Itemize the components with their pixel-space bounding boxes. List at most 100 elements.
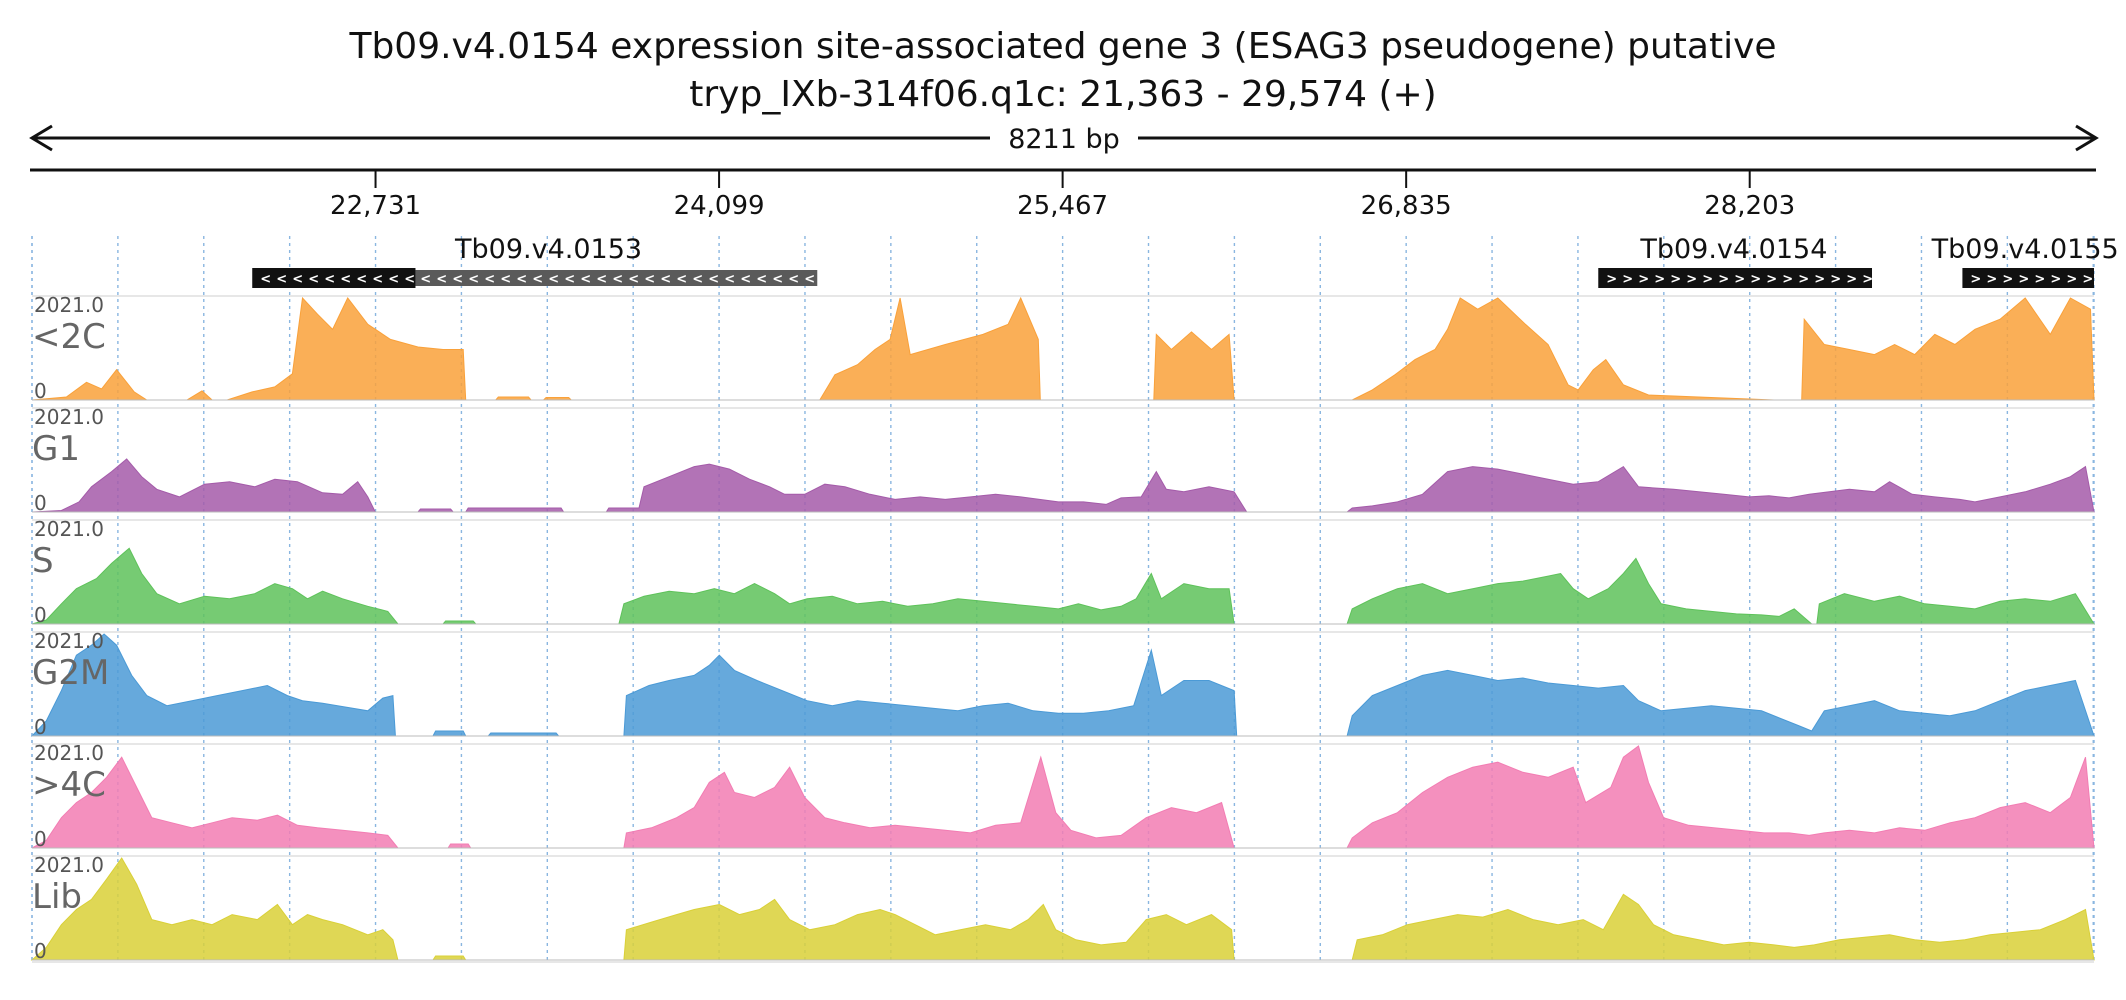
strand-arrow: < <box>596 272 607 287</box>
strand-arrow: > <box>1830 272 1841 287</box>
strand-arrow: < <box>644 272 655 287</box>
strand-arrow: > <box>1718 272 1729 287</box>
gene-Tb09.v4.0153: < < < < < < < < < < < < < < < < < < < < < < < < < < < < < < < < < < <Tb09.… <box>252 234 818 288</box>
gene-body <box>1962 268 2094 288</box>
track-G1: 2021.0 0 G1 <box>31 405 2095 515</box>
strand-arrow: < <box>356 272 367 287</box>
strand-arrow: > <box>1846 272 1857 287</box>
strand-arrow: < <box>612 272 623 287</box>
gene-label: Tb09.v4.0155 <box>1931 234 2119 265</box>
track-zero-label: 0 <box>34 827 47 851</box>
strand-arrow: < <box>708 272 719 287</box>
track-name-label: Lib <box>32 877 82 917</box>
strand-arrow: > <box>1702 272 1713 287</box>
span-indicator: 8211 bp <box>29 124 2099 155</box>
track-zero-label: 0 <box>34 379 47 403</box>
strand-arrow: > <box>2002 272 2013 287</box>
strand-arrow: < <box>724 272 735 287</box>
track-zero-label: 0 <box>34 939 47 963</box>
track-ymax-label: 2021.0 <box>34 853 104 877</box>
track-Lib: 2021.0 0 Lib <box>30 853 2095 963</box>
strand-arrow: > <box>1734 272 1745 287</box>
strand-arrow: > <box>1970 272 1981 287</box>
strand-arrow: < <box>548 272 559 287</box>
coverage-area <box>30 633 2095 737</box>
coverage-area <box>30 857 2095 961</box>
strand-arrow: < <box>500 272 511 287</box>
gene-Tb09.v4.0155: > > > > > > > > Tb09.v4.0155 <box>1931 234 2119 288</box>
strand-arrow: > <box>1798 272 1809 287</box>
strand-arrow: < <box>740 272 751 287</box>
strand-arrow: < <box>452 272 463 287</box>
track-zero-label: 0 <box>34 491 47 515</box>
strand-arrow: > <box>1606 272 1617 287</box>
strand-arrow: > <box>1670 272 1681 287</box>
strand-arrow: > <box>1766 272 1777 287</box>
strand-arrow: > <box>1986 272 1997 287</box>
span-arrowhead-right <box>2075 124 2099 152</box>
track-name-label: G1 <box>32 429 80 469</box>
tick-label: 22,731 <box>330 191 421 221</box>
gene-Tb09.v4.0154: > > > > > > > > > > > > > > > > >Tb09.v4.0154 <box>1598 234 1873 288</box>
tick-label: 25,467 <box>1017 191 1108 221</box>
track-ymax-label: 2021.0 <box>34 405 104 429</box>
strand-arrow: > <box>2066 272 2077 287</box>
strand-arrow: > <box>2018 272 2029 287</box>
track-name-label: >4C <box>32 765 106 805</box>
gene-body <box>1598 268 1873 288</box>
strand-arrow: < <box>676 272 687 287</box>
strand-arrow: < <box>772 272 783 287</box>
strand-arrow: < <box>388 272 399 287</box>
track-G2M: 2021.0 0 G2M <box>30 629 2095 739</box>
strand-arrow: < <box>276 272 287 287</box>
strand-arrow: < <box>516 272 527 287</box>
track-ymax-label: 2021.0 <box>34 517 104 541</box>
strand-arrow: < <box>564 272 575 287</box>
strand-arrow: < <box>260 272 271 287</box>
span-arrowhead-left <box>29 124 53 152</box>
strand-arrow: > <box>2050 272 2061 287</box>
strand-arrow: < <box>580 272 591 287</box>
track->4C: 2021.0 0 >4C <box>31 741 2095 851</box>
strand-arrow: < <box>340 272 351 287</box>
strand-arrow: > <box>1862 272 1873 287</box>
strand-arrow: < <box>324 272 335 287</box>
ruler-ticks: 22,731 24,099 25,467 26,835 28,203 <box>330 170 1795 221</box>
strand-arrow: < <box>308 272 319 287</box>
strand-arrow: > <box>1638 272 1649 287</box>
track-ymax-label: 2021.0 <box>34 741 104 765</box>
tick-label: 28,203 <box>1704 191 1795 221</box>
gene-annotation-track: < < < < < < < < < < < < < < < < < < < < < < < < < < < < < < < < < < <Tb09.… <box>252 234 2119 288</box>
strand-arrow: < <box>532 272 543 287</box>
track-name-label: G2M <box>32 653 109 693</box>
strand-arrow: < <box>804 272 815 287</box>
strand-arrow: < <box>420 272 431 287</box>
coverage-area <box>31 745 2095 849</box>
strand-arrow: < <box>660 272 671 287</box>
gene-label: Tb09.v4.0153 <box>454 234 642 265</box>
strand-arrow: < <box>628 272 639 287</box>
strand-arrow: < <box>372 272 383 287</box>
track-ymax-label: 2021.0 <box>34 629 104 653</box>
strand-arrow: > <box>2034 272 2045 287</box>
coverage-area <box>31 458 2095 513</box>
strand-arrow: < <box>292 272 303 287</box>
strand-arrow: < <box>756 272 767 287</box>
track-<2C: 2021.0 0 <2C <box>31 293 2095 403</box>
strand-arrow: < <box>692 272 703 287</box>
track-zero-label: 0 <box>34 603 47 627</box>
strand-arrow: > <box>1782 272 1793 287</box>
track-zero-label: 0 <box>34 715 47 739</box>
gene-body <box>252 268 416 288</box>
strand-arrow: < <box>788 272 799 287</box>
track-name-label: S <box>32 541 54 581</box>
coverage-tracks: 2021.00<2C2021.00G12021.00S2021.00G2M202… <box>30 293 2095 963</box>
strand-arrow: < <box>468 272 479 287</box>
track-ymax-label: 2021.0 <box>34 293 104 317</box>
strand-arrow: > <box>2082 272 2093 287</box>
tick-label: 24,099 <box>674 191 765 221</box>
strand-arrow: < <box>436 272 447 287</box>
track-name-label: <2C <box>32 317 106 357</box>
coverage-area <box>31 547 2095 625</box>
